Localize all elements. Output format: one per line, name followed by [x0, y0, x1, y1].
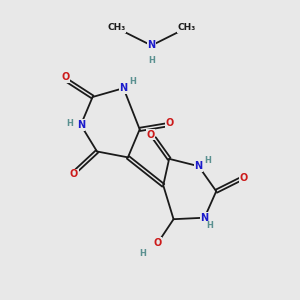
Text: H: H — [66, 119, 73, 128]
Text: CH₃: CH₃ — [178, 23, 196, 32]
Text: N: N — [200, 213, 208, 223]
Text: O: O — [153, 238, 161, 248]
Text: N: N — [147, 40, 155, 50]
Text: O: O — [146, 130, 155, 140]
Text: H: H — [129, 77, 136, 86]
Text: N: N — [194, 161, 202, 171]
Text: O: O — [61, 72, 69, 82]
Text: O: O — [70, 169, 78, 179]
Text: H: H — [148, 56, 155, 65]
Text: O: O — [166, 118, 174, 128]
Text: H: H — [206, 221, 213, 230]
Text: N: N — [77, 120, 85, 130]
Text: H: H — [139, 249, 146, 258]
Text: O: O — [239, 173, 248, 183]
Text: N: N — [119, 83, 128, 93]
Text: H: H — [205, 156, 212, 165]
Text: CH₃: CH₃ — [107, 23, 125, 32]
